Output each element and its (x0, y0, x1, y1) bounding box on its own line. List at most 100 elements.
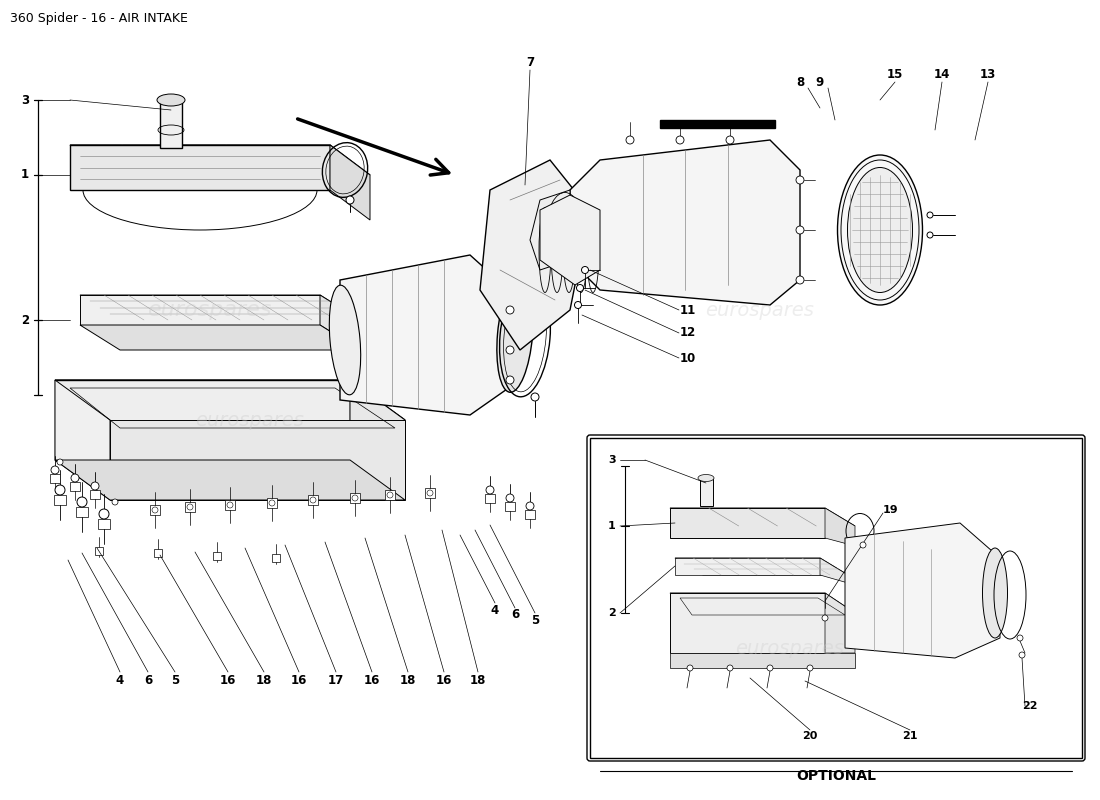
Circle shape (582, 266, 588, 274)
Bar (525, 510, 535, 519)
Circle shape (51, 466, 59, 474)
Circle shape (927, 212, 933, 218)
Circle shape (57, 459, 63, 465)
Ellipse shape (837, 155, 923, 305)
Bar (90, 490, 100, 499)
Text: 18: 18 (470, 674, 486, 686)
Circle shape (112, 499, 118, 505)
Text: 14: 14 (934, 69, 950, 82)
Text: 20: 20 (802, 731, 817, 741)
Circle shape (626, 136, 634, 144)
Circle shape (55, 485, 65, 495)
Text: 11: 11 (680, 303, 696, 317)
Ellipse shape (847, 167, 913, 293)
Circle shape (796, 226, 804, 234)
Text: 16: 16 (364, 674, 381, 686)
Polygon shape (480, 160, 590, 350)
Polygon shape (80, 325, 360, 350)
Circle shape (574, 302, 582, 309)
Bar (308, 495, 318, 505)
Circle shape (506, 346, 514, 354)
Bar (485, 494, 495, 503)
Circle shape (807, 665, 813, 671)
Text: eurospares: eurospares (736, 638, 845, 658)
Bar (54, 495, 66, 505)
Circle shape (688, 665, 693, 671)
Text: 1: 1 (21, 169, 29, 182)
Polygon shape (330, 145, 370, 220)
Polygon shape (825, 508, 855, 546)
Text: 19: 19 (882, 505, 898, 515)
Polygon shape (55, 460, 405, 500)
Ellipse shape (329, 285, 361, 395)
Circle shape (77, 497, 87, 507)
Text: 7: 7 (526, 55, 535, 69)
Polygon shape (320, 295, 360, 350)
Circle shape (72, 474, 79, 482)
Ellipse shape (497, 278, 534, 392)
Circle shape (822, 615, 828, 621)
Bar (267, 498, 277, 508)
Circle shape (506, 306, 514, 314)
Polygon shape (110, 420, 405, 500)
Circle shape (860, 542, 866, 548)
Polygon shape (670, 508, 855, 526)
Bar (700, 478, 713, 506)
Circle shape (346, 196, 354, 204)
Text: eurospares: eurospares (705, 301, 814, 319)
Circle shape (676, 136, 684, 144)
Ellipse shape (698, 474, 714, 482)
Polygon shape (350, 380, 405, 500)
Bar (505, 502, 515, 511)
Polygon shape (80, 295, 360, 320)
Polygon shape (70, 145, 370, 175)
Bar (76, 507, 88, 517)
Text: 15: 15 (887, 69, 903, 82)
Polygon shape (820, 558, 848, 583)
Circle shape (726, 136, 734, 144)
Ellipse shape (157, 94, 185, 106)
Polygon shape (55, 380, 110, 500)
Bar (385, 490, 395, 500)
Ellipse shape (982, 548, 1008, 638)
Polygon shape (675, 558, 848, 575)
Polygon shape (670, 508, 825, 538)
Circle shape (727, 665, 733, 671)
Circle shape (927, 232, 933, 238)
Polygon shape (845, 523, 1000, 658)
Bar (350, 493, 360, 503)
Bar (160, 100, 182, 148)
Circle shape (1019, 652, 1025, 658)
Polygon shape (340, 255, 520, 415)
Circle shape (767, 665, 773, 671)
Bar (150, 505, 160, 515)
Polygon shape (55, 380, 405, 420)
Circle shape (506, 376, 514, 384)
Text: OPTIONAL: OPTIONAL (796, 769, 876, 783)
Text: 5: 5 (170, 674, 179, 686)
Bar (226, 500, 235, 510)
Text: 5: 5 (531, 614, 539, 626)
Text: 3: 3 (21, 94, 29, 106)
Polygon shape (570, 140, 800, 305)
Polygon shape (670, 593, 855, 613)
Circle shape (576, 285, 583, 291)
Text: eurospares: eurospares (196, 410, 305, 430)
Bar (154, 550, 163, 558)
Text: 12: 12 (680, 326, 696, 339)
Text: 9: 9 (816, 75, 824, 89)
Circle shape (796, 276, 804, 284)
Polygon shape (55, 380, 350, 460)
Bar (590, 438, 1082, 758)
Text: 2: 2 (608, 608, 616, 618)
Polygon shape (540, 195, 600, 285)
Text: 16: 16 (290, 674, 307, 686)
Text: 3: 3 (608, 455, 616, 465)
Bar (98, 519, 110, 529)
Bar (273, 554, 280, 562)
Text: 10: 10 (680, 351, 696, 365)
Text: 22: 22 (1022, 701, 1037, 711)
Text: 16: 16 (220, 674, 236, 686)
Circle shape (486, 486, 494, 494)
Circle shape (796, 176, 804, 184)
